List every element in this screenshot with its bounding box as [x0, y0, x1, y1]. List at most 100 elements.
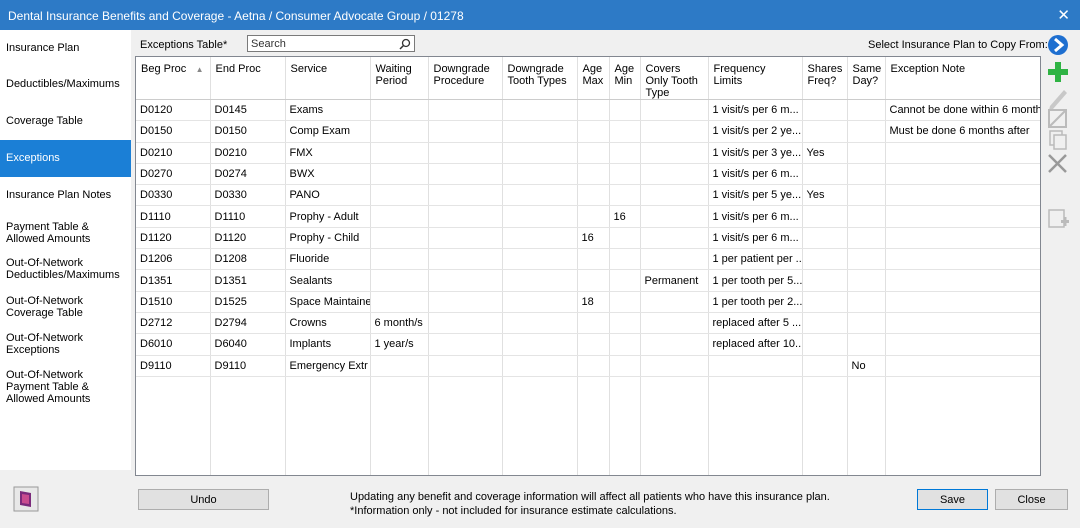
column-header[interactable]: Age Max: [577, 57, 610, 100]
plan-icon[interactable]: [13, 486, 39, 512]
column-header[interactable]: Downgrade Tooth Types: [502, 57, 578, 100]
table-cell: [847, 269, 886, 292]
search-box[interactable]: Search: [247, 35, 415, 52]
table-cell: Permanent: [640, 269, 709, 292]
table-row[interactable]: D1351 D1351 Sealants Permanent 1 per tooth p…: [136, 269, 1040, 292]
table-row[interactable]: D9110 D9110 Emergency Extr No: [136, 355, 1040, 377]
table-cell: [640, 248, 709, 271]
table-cell: D6040: [210, 333, 286, 356]
right-toolbar: [1048, 35, 1069, 228]
empty-cell: [708, 376, 803, 475]
column-header[interactable]: Downgrade Procedure: [428, 57, 503, 100]
column-header[interactable]: Service: [285, 57, 371, 100]
table-cell: D1510: [136, 291, 211, 313]
table-cell: [577, 248, 610, 271]
sidebar-item[interactable]: Out-Of-Network Coverage Table: [6, 295, 84, 319]
sidebar-item[interactable]: Out-Of-Network Deductibles/Maximums: [6, 257, 120, 281]
save-button[interactable]: Save: [917, 489, 988, 510]
table-row[interactable]: D1510 D1525 Space Maintaine 18 1 per tooth p…: [136, 291, 1040, 313]
sidebar-item[interactable]: Insurance Plan Notes: [6, 189, 112, 201]
sidebar-item[interactable]: Out-Of-Network Exceptions: [6, 332, 84, 356]
table-cell: D1525: [210, 291, 286, 313]
table-cell: [370, 205, 429, 228]
table-cell: D0330: [210, 184, 286, 207]
sidebar-item[interactable]: Deductibles/Maximums: [6, 78, 120, 90]
column-header[interactable]: Same Day?: [847, 57, 886, 100]
column-header[interactable]: Shares Freq?: [802, 57, 848, 100]
table-cell: [885, 205, 1040, 228]
table-cell: [640, 99, 709, 122]
column-header[interactable]: Beg Proc ▲: [136, 57, 211, 100]
table-row[interactable]: D0270 D0274 BWX 1 visit/s per 6 m...: [136, 163, 1040, 186]
column-header[interactable]: Frequency Limits: [708, 57, 803, 100]
table-cell: [640, 355, 709, 377]
close-window-button[interactable]: ✕: [1057, 7, 1070, 24]
table-row[interactable]: D0330 D0330 PANO 1 visit/s per 5 ye... Yes: [136, 184, 1040, 207]
table-cell: [847, 205, 886, 228]
table-cell: 1 per tooth per 5...: [708, 269, 803, 292]
table-cell: [640, 142, 709, 164]
table-cell: D0274: [210, 163, 286, 186]
table-cell: 1 year/s: [370, 333, 429, 356]
table-cell: [502, 163, 578, 186]
column-header[interactable]: End Proc: [210, 57, 286, 100]
table-cell: [502, 248, 578, 271]
table-cell: [847, 99, 886, 122]
table-cell: [428, 99, 503, 122]
table-cell: D1351: [210, 269, 286, 292]
table-cell: D1351: [136, 269, 211, 292]
add-copy-button[interactable]: [1048, 209, 1069, 228]
column-header[interactable]: Covers Only Tooth Type: [640, 57, 709, 100]
table-cell: [502, 333, 578, 356]
table-cell: [502, 269, 578, 292]
duplicate-button[interactable]: [1049, 130, 1067, 150]
table-cell: 1 visit/s per 5 ye...: [708, 184, 803, 207]
column-header[interactable]: Exception Note: [885, 57, 1040, 100]
table-cell: Implants: [285, 333, 371, 356]
toggle-button[interactable]: [1048, 109, 1067, 128]
table-cell: [502, 142, 578, 164]
empty-cell: [285, 376, 371, 475]
table-row[interactable]: D1206 D1208 Fluoride 1 per patient per ...: [136, 248, 1040, 271]
sidebar-item[interactable]: Exceptions: [0, 140, 131, 177]
table-cell: [640, 184, 709, 207]
table-cell: [609, 269, 641, 292]
empty-cell: [609, 376, 641, 475]
table-cell: [609, 163, 641, 186]
table-cell: [577, 205, 610, 228]
sidebar-item[interactable]: Payment Table & Allowed Amounts: [6, 221, 91, 245]
sidebar-item[interactable]: Insurance Plan: [6, 42, 80, 54]
table-cell: [885, 312, 1040, 335]
add-button[interactable]: [1048, 62, 1068, 82]
table-row[interactable]: D1110 D1110 Prophy - Adult 16 1 visit/s per …: [136, 205, 1040, 228]
sidebar-item[interactable]: Coverage Table: [6, 115, 83, 127]
copy-plan-button[interactable]: [1048, 35, 1068, 55]
table-cell: D2794: [210, 312, 286, 335]
table-cell: [370, 99, 429, 122]
table-row[interactable]: D2712 D2794 Crowns 6 month/s replaced after …: [136, 312, 1040, 335]
table-cell: Exams: [285, 99, 371, 122]
delete-button[interactable]: [1048, 154, 1067, 173]
close-button[interactable]: Close: [995, 489, 1068, 510]
table-row[interactable]: D6010 D6040 Implants 1 year/s replaced after…: [136, 333, 1040, 356]
column-header[interactable]: Waiting Period: [370, 57, 429, 100]
table-row[interactable]: D1120 D1120 Prophy - Child 16 1 visit/s per …: [136, 227, 1040, 250]
table-row[interactable]: D0150 D0150 Comp Exam 1 visit/s per 2 ye...…: [136, 120, 1040, 143]
table-cell: 1 visit/s per 6 m...: [708, 163, 803, 186]
sidebar: Insurance Plan Deductibles/Maximums Covera…: [0, 30, 131, 470]
table-cell: 6 month/s: [370, 312, 429, 335]
table-cell: [502, 312, 578, 335]
table-cell: [802, 312, 848, 335]
undo-button[interactable]: Undo: [138, 489, 269, 510]
table-cell: 1 visit/s per 6 m...: [708, 227, 803, 250]
exceptions-grid: Beg Proc ▲ End Proc Service Waiting Period Do…: [135, 56, 1041, 476]
table-cell: [847, 163, 886, 186]
table-cell: D1206: [136, 248, 211, 271]
table-row[interactable]: D0120 D0145 Exams 1 visit/s per 6 m... Canno…: [136, 99, 1040, 122]
table-cell: D0210: [136, 142, 211, 164]
column-header[interactable]: Age Min: [609, 57, 641, 100]
edit-button[interactable]: [1049, 90, 1067, 110]
sidebar-item[interactable]: Out-Of-Network Payment Table & Allowed A…: [6, 369, 91, 405]
table-cell: [428, 355, 503, 377]
table-row[interactable]: D0210 D0210 FMX 1 visit/s per 3 ye... Yes: [136, 142, 1040, 164]
